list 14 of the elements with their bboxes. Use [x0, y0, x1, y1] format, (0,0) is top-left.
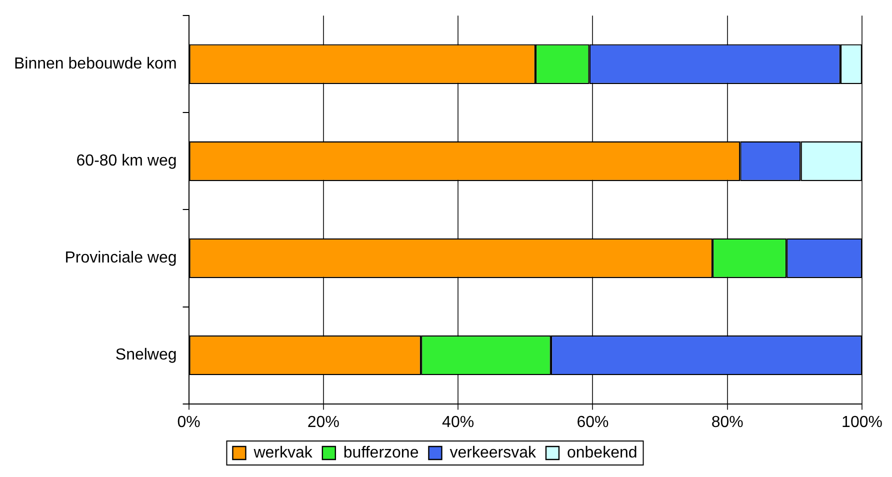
legend-label: onbekend — [566, 444, 638, 462]
y-tick-label: Provinciale weg — [64, 250, 177, 267]
x-tick-label: 0% — [177, 414, 200, 431]
x-tick-label: 20% — [307, 414, 340, 431]
legend-label: bufferzone — [343, 444, 419, 462]
legend-label: werkvak — [252, 444, 314, 462]
y-tick-label: 60-80 km weg — [76, 152, 177, 170]
x-tick-label: 100% — [842, 414, 882, 431]
x-tick-label: 60% — [576, 414, 609, 431]
x-tick-label: 80% — [711, 414, 744, 431]
x-tick-label: 40% — [442, 414, 474, 431]
legend-label: verkeersvak — [450, 444, 537, 462]
y-tick-label: Snelweg — [115, 346, 177, 364]
y-tick-label: Binnen bebouwde kom — [14, 56, 177, 73]
